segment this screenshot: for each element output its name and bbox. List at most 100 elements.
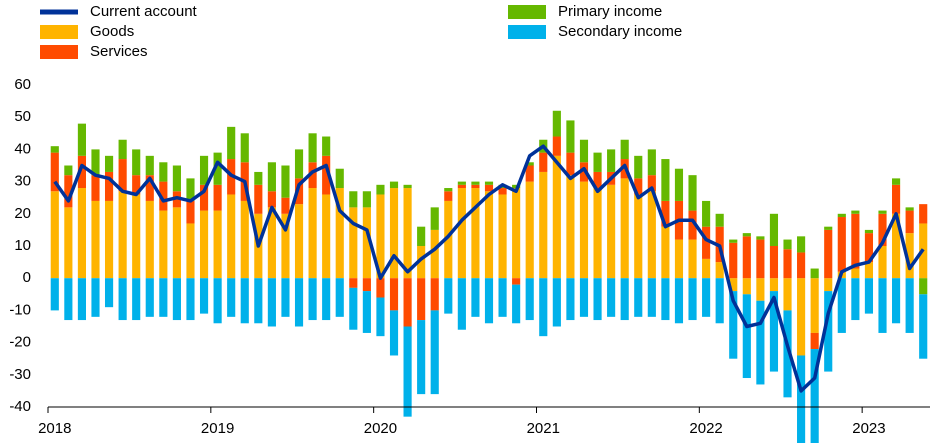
bar bbox=[145, 175, 154, 201]
bar bbox=[552, 110, 561, 137]
bar bbox=[661, 226, 670, 279]
bar bbox=[525, 162, 534, 166]
bar bbox=[905, 210, 914, 234]
bar bbox=[172, 207, 181, 279]
bar bbox=[552, 155, 561, 279]
bar bbox=[64, 175, 73, 208]
legend-label: Goods bbox=[90, 23, 134, 40]
bar bbox=[457, 184, 466, 189]
bar bbox=[702, 200, 711, 227]
legend-label: Services bbox=[90, 43, 148, 60]
bar bbox=[213, 184, 222, 211]
y-tick-label: -30 bbox=[9, 366, 31, 383]
bar bbox=[77, 155, 86, 189]
bar bbox=[905, 278, 914, 333]
bar bbox=[91, 175, 100, 201]
bar bbox=[267, 207, 276, 279]
bar bbox=[810, 268, 819, 279]
bar bbox=[172, 278, 181, 321]
bar bbox=[389, 310, 399, 356]
bar bbox=[322, 194, 331, 279]
bar bbox=[104, 155, 114, 172]
bar bbox=[729, 291, 738, 359]
bar bbox=[498, 188, 507, 195]
bar bbox=[919, 294, 928, 359]
bar bbox=[851, 268, 860, 279]
bar bbox=[715, 278, 724, 324]
bar bbox=[362, 207, 371, 279]
bar bbox=[294, 178, 304, 205]
bar bbox=[471, 188, 480, 279]
bar bbox=[308, 162, 317, 189]
bar bbox=[837, 213, 846, 218]
bar bbox=[688, 239, 697, 279]
bar bbox=[566, 278, 575, 321]
bar bbox=[91, 149, 100, 176]
bar bbox=[742, 233, 751, 237]
bar bbox=[769, 278, 779, 292]
bar bbox=[199, 278, 209, 314]
bar bbox=[159, 210, 168, 279]
line bbox=[53, 144, 925, 393]
bar bbox=[702, 278, 711, 317]
bar bbox=[118, 191, 127, 279]
bar bbox=[322, 155, 331, 195]
bar bbox=[430, 229, 439, 279]
bar bbox=[104, 200, 114, 279]
bar bbox=[362, 278, 371, 292]
bar bbox=[674, 168, 684, 201]
bar bbox=[199, 184, 209, 211]
bar bbox=[444, 191, 453, 201]
bar bbox=[322, 278, 331, 321]
bar bbox=[702, 226, 711, 259]
bar bbox=[878, 278, 887, 333]
bar bbox=[240, 200, 249, 279]
bar bbox=[213, 210, 222, 279]
bar bbox=[851, 213, 860, 269]
bar bbox=[688, 278, 697, 321]
x-tick-label: 2023 bbox=[852, 420, 885, 437]
bar bbox=[132, 175, 141, 195]
bar bbox=[566, 152, 575, 176]
bar bbox=[552, 136, 561, 156]
bar bbox=[240, 133, 249, 163]
bar bbox=[729, 242, 738, 279]
bar bbox=[647, 278, 656, 317]
bar bbox=[294, 204, 304, 279]
bar bbox=[132, 278, 141, 321]
bar bbox=[919, 278, 928, 295]
bar bbox=[797, 355, 806, 443]
bar bbox=[579, 278, 589, 317]
bar bbox=[172, 165, 181, 192]
bar bbox=[389, 278, 399, 311]
bar bbox=[634, 194, 643, 279]
bar bbox=[308, 188, 317, 279]
bar bbox=[674, 278, 684, 324]
bar bbox=[498, 278, 507, 317]
bar bbox=[213, 152, 222, 185]
bar bbox=[254, 171, 263, 185]
legend-swatch bbox=[508, 5, 546, 19]
bar bbox=[389, 188, 399, 279]
x-tick-label: 2020 bbox=[364, 420, 397, 437]
bar bbox=[349, 207, 358, 279]
bar bbox=[552, 278, 561, 327]
bar bbox=[539, 171, 548, 279]
bar bbox=[864, 262, 874, 279]
bar bbox=[240, 278, 249, 324]
y-tick-label: -40 bbox=[9, 398, 31, 415]
bar bbox=[756, 278, 765, 301]
bar bbox=[322, 136, 331, 156]
bar bbox=[756, 300, 765, 385]
bar bbox=[688, 175, 697, 211]
bar bbox=[484, 278, 494, 324]
bar bbox=[294, 278, 304, 327]
bar bbox=[742, 278, 751, 295]
bar bbox=[593, 188, 602, 279]
bar bbox=[484, 181, 494, 185]
y-tick-label: 40 bbox=[14, 140, 31, 157]
bar bbox=[64, 207, 73, 279]
bar bbox=[905, 233, 914, 279]
bar bbox=[742, 236, 751, 279]
